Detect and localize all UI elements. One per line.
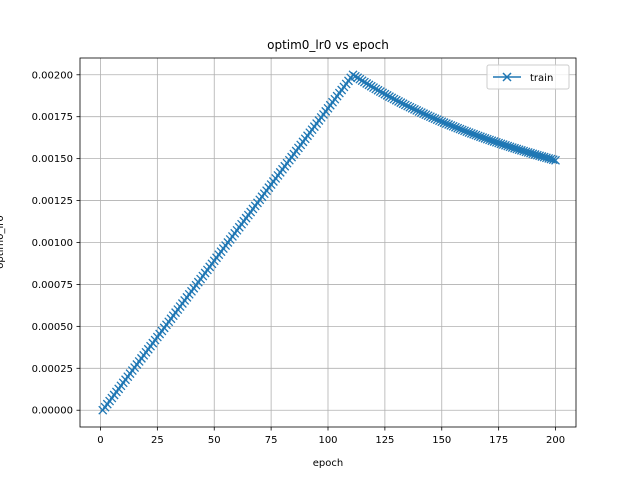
x-tick-label: 100 xyxy=(318,435,337,446)
y-tick-label: 0.00025 xyxy=(32,364,73,375)
x-tick-label: 0 xyxy=(97,435,103,446)
data-point xyxy=(437,117,447,127)
data-point xyxy=(394,96,403,106)
data-point xyxy=(389,94,399,104)
y-tick-label: 0.00075 xyxy=(32,280,73,291)
data-point xyxy=(398,99,408,109)
data-point xyxy=(405,102,415,112)
x-axis: 0 25 50 75 100 125 150 175 200 xyxy=(97,427,565,446)
data-point xyxy=(419,109,429,119)
data-point xyxy=(551,155,560,165)
data-point xyxy=(407,103,417,113)
data-point xyxy=(441,119,451,129)
data-point xyxy=(414,107,424,116)
data-point xyxy=(412,105,422,115)
x-tick-label: 150 xyxy=(432,435,451,446)
data-point xyxy=(450,122,460,132)
data-point xyxy=(378,88,388,98)
x-axis-label: epoch xyxy=(313,458,343,469)
data-point xyxy=(421,110,431,120)
legend-label-train: train xyxy=(530,73,553,84)
data-point xyxy=(446,120,456,130)
data-point xyxy=(462,127,472,137)
data-point xyxy=(416,108,426,118)
data-point xyxy=(403,101,413,111)
data-point xyxy=(371,84,381,94)
data-point xyxy=(444,120,454,129)
x-tick-label: 25 xyxy=(151,435,164,446)
y-tick-label: 0.00000 xyxy=(32,406,73,417)
x-tick-label: 75 xyxy=(265,435,278,446)
data-point xyxy=(380,89,390,99)
data-point xyxy=(375,87,385,97)
data-point xyxy=(432,115,442,125)
data-point xyxy=(396,98,406,108)
y-tick-label: 0.00125 xyxy=(32,196,73,207)
data-point xyxy=(369,83,378,93)
y-tick-label: 0.00100 xyxy=(32,238,73,249)
x-tick-label: 50 xyxy=(208,435,221,446)
x-tick-label: 175 xyxy=(489,435,508,446)
data-point xyxy=(384,92,394,102)
y-axis: 0.00000 0.00025 0.00050 0.00075 0.00100 0.001… xyxy=(32,70,80,417)
legend-marker-train xyxy=(502,72,512,82)
data-point xyxy=(448,121,458,131)
y-tick-label: 0.00050 xyxy=(32,322,73,333)
y-axis-label: optim0_lr0 xyxy=(0,215,6,269)
data-point xyxy=(453,123,463,133)
data-point xyxy=(366,81,376,91)
series-train xyxy=(98,70,560,415)
grid xyxy=(80,58,576,427)
data-point xyxy=(439,118,449,128)
data-point xyxy=(428,113,438,123)
x-tick-label: 200 xyxy=(546,435,565,446)
data-point xyxy=(373,85,383,95)
y-tick-label: 0.00175 xyxy=(32,112,73,123)
data-point xyxy=(382,90,392,100)
data-point xyxy=(425,112,435,122)
y-tick-label: 0.00200 xyxy=(32,70,73,81)
legend: train xyxy=(486,64,570,90)
x-tick-label: 125 xyxy=(375,435,394,446)
chart-title: optim0_lr0 vs epoch xyxy=(267,38,389,52)
data-point xyxy=(435,116,444,126)
y-tick-label: 0.00150 xyxy=(32,154,73,165)
data-point xyxy=(423,111,433,121)
data-point xyxy=(400,100,410,110)
legend-box xyxy=(486,64,570,90)
data-point xyxy=(457,125,467,135)
data-point xyxy=(391,95,401,105)
data-point xyxy=(387,93,397,103)
data-point xyxy=(409,104,419,114)
data-point xyxy=(460,126,469,136)
data-point xyxy=(548,155,558,165)
data-point xyxy=(430,114,440,124)
data-point xyxy=(455,124,465,134)
